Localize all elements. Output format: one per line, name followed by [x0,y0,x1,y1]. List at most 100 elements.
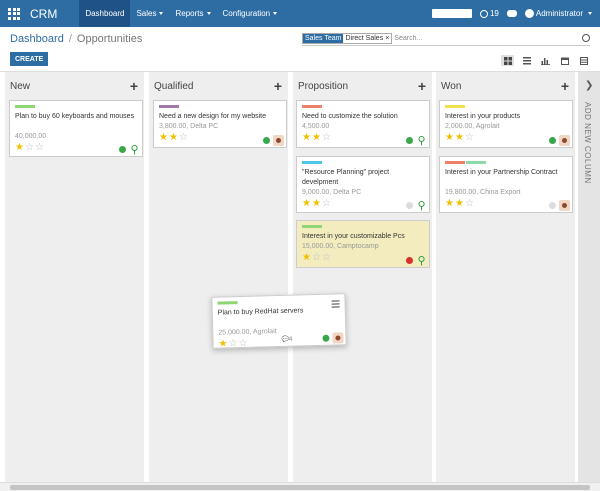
kanban-state-icon[interactable] [549,137,556,144]
star-icon[interactable]: ★ [454,132,465,143]
kanban-board: New + Qualified + Proposition + Won + Pl… [0,72,600,482]
priority-stars[interactable]: ★☆☆ [15,143,45,153]
nav-configuration[interactable]: Configuration [217,0,284,27]
star-icon[interactable]: ☆ [321,252,332,263]
priority-stars[interactable]: ★★☆ [302,133,332,143]
scrollbar-thumb[interactable] [10,485,590,490]
kanban-state-icon[interactable] [263,137,270,144]
user-menu[interactable]: Administrator [524,9,592,18]
card-tags [15,105,35,108]
kanban-card[interactable]: Interest in your customizable Pcs 15,000.… [296,220,430,268]
card-menu-icon[interactable] [331,300,340,308]
star-icon[interactable]: ★ [302,252,312,263]
star-icon[interactable]: ★ [218,338,229,350]
card-amount: 4,500.00 [302,123,330,130]
star-icon[interactable]: ★ [15,142,25,153]
add-card-plus-icon[interactable]: + [417,78,426,94]
card-amount: 3,800.00, Delta PC [159,123,219,130]
star-icon[interactable]: ☆ [228,338,239,350]
nav-sales[interactable]: Sales [130,0,169,27]
calendar-view-icon[interactable] [558,55,571,66]
star-icon[interactable]: ★ [445,198,455,209]
add-card-plus-icon[interactable]: + [560,78,569,94]
kanban-card[interactable]: Interest in your Partnership Contract 19,… [439,156,573,213]
search-input[interactable] [394,35,545,42]
tag-color [159,105,179,108]
star-icon[interactable]: ★ [302,132,312,143]
star-icon[interactable]: ★ [454,198,465,209]
horizontal-scrollbar[interactable] [0,482,600,491]
kanban-card[interactable]: Interest in your products 2,000.00, Agrol… [439,100,573,148]
kanban-state-icon[interactable] [406,257,413,264]
avatar [559,135,570,146]
star-icon[interactable]: ★ [311,132,322,143]
add-card-plus-icon[interactable]: + [129,78,138,94]
kanban-state-icon[interactable] [406,202,413,209]
nav-reports[interactable]: Reports [169,0,216,27]
priority-stars[interactable]: ★★☆ [445,133,475,143]
nav-dashboard[interactable]: Dashboard [79,0,131,27]
activity-menu[interactable]: 19 [479,9,499,18]
priority-stars[interactable]: ★☆☆ [302,253,332,263]
facet-remove-icon[interactable]: × [385,35,390,42]
search-bar: Sales Team Direct Sales × [302,32,590,46]
star-icon[interactable]: ☆ [464,132,475,143]
star-icon[interactable]: ☆ [178,132,189,143]
add-new-column[interactable]: ❯ ADD NEW COLUMN [578,72,600,482]
breadcrumb-dashboard[interactable]: Dashboard [10,33,64,45]
kanban-card[interactable]: Plan to buy 60 keyboards and mouses 40,00… [9,100,143,157]
kanban-card[interactable]: "Resource Planning" project develpment 9,… [296,156,430,213]
star-icon[interactable]: ★ [445,132,455,143]
star-icon[interactable]: ★ [168,132,179,143]
star-icon[interactable]: ★ [159,132,169,143]
priority-stars[interactable]: ★★☆ [302,199,332,209]
kanban-state-icon[interactable] [406,137,413,144]
list-view-icon[interactable] [520,55,533,66]
graph-view-icon[interactable] [539,55,552,66]
star-icon[interactable]: ☆ [238,337,249,350]
star-icon[interactable]: ☆ [34,142,45,153]
star-icon[interactable]: ★ [302,198,312,209]
systray-search-box[interactable] [431,9,472,18]
kanban-view-icon[interactable] [501,55,514,66]
card-amount: 40,000.00 [15,133,47,140]
user-name: Administrator [535,9,583,18]
apps-menu-icon[interactable] [8,7,22,21]
search-icon[interactable] [582,34,590,42]
column-title: Won [441,81,462,92]
kanban-state-icon[interactable] [549,202,556,209]
column-title: Qualified [154,81,194,92]
star-icon[interactable]: ★ [311,198,322,209]
tag-color [445,105,465,108]
create-button[interactable]: CREATE [10,52,49,66]
tag-color [302,161,322,164]
card-amount: 19,800.00, China Export [445,189,521,196]
star-icon[interactable]: ☆ [321,132,332,143]
card-name: "Resource Planning" project develpment [302,169,390,186]
star-icon[interactable]: ☆ [311,252,322,263]
priority-stars[interactable]: ★☆☆ [218,337,249,350]
priority-stars[interactable]: ★★☆ [159,133,189,143]
card-tags [217,301,238,305]
kanban-state-icon[interactable] [322,334,330,342]
card-tags [302,225,322,228]
star-icon[interactable]: ☆ [24,142,35,153]
add-card-plus-icon[interactable]: + [273,78,282,94]
chevron-right-icon: ❯ [585,80,594,91]
card-amount: 15,000.00, Camptocamp [302,243,379,250]
chat-icon[interactable] [506,10,517,17]
kanban-card[interactable]: Need a new design for my website 3,800.00… [153,100,287,148]
kanban-card-dragging[interactable]: Plan to buy RedHat servers 25,000.00, Agr… [211,293,347,350]
kanban-card[interactable]: Need to customize the solution 4,500.00 ★★… [296,100,430,148]
star-icon[interactable]: ☆ [321,198,332,209]
column-title: New [10,81,31,92]
caret-down-icon [206,12,211,15]
priority-stars[interactable]: ★★☆ [445,199,475,209]
card-tags [302,105,322,108]
pivot-view-icon[interactable] [577,55,590,66]
add-column-label: ADD NEW COLUMN [583,102,592,184]
column-header: New + [5,79,144,95]
star-icon[interactable]: ☆ [464,198,475,209]
card-tags [445,105,465,108]
kanban-state-icon[interactable] [119,146,126,153]
